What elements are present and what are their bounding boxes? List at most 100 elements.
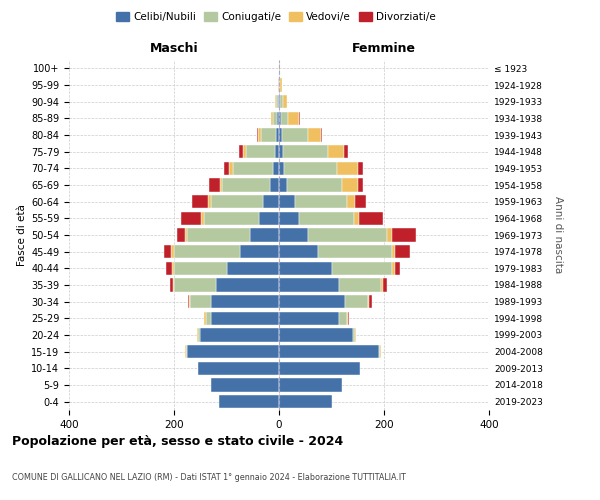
Bar bbox=[331, 262, 392, 275]
Bar bbox=[279, 378, 342, 392]
Bar bbox=[392, 262, 395, 275]
Bar bbox=[224, 162, 229, 175]
Bar bbox=[279, 395, 331, 408]
Text: Femmine: Femmine bbox=[352, 42, 416, 55]
Bar bbox=[368, 295, 370, 308]
Bar bbox=[382, 278, 383, 291]
Bar bbox=[279, 128, 281, 141]
Bar bbox=[280, 78, 281, 92]
Bar bbox=[283, 145, 328, 158]
Bar bbox=[218, 395, 279, 408]
Bar bbox=[344, 295, 368, 308]
Bar bbox=[211, 312, 279, 325]
Bar bbox=[340, 278, 382, 291]
Bar bbox=[344, 145, 348, 158]
Bar bbox=[269, 178, 279, 192]
Bar bbox=[208, 195, 211, 208]
Bar bbox=[193, 195, 208, 208]
Bar bbox=[279, 328, 353, 342]
Bar bbox=[185, 228, 187, 241]
Bar bbox=[250, 228, 279, 241]
Bar bbox=[308, 128, 321, 141]
Bar bbox=[279, 112, 281, 125]
Bar bbox=[347, 195, 355, 208]
Bar bbox=[284, 162, 337, 175]
Bar bbox=[295, 195, 347, 208]
Bar bbox=[358, 162, 363, 175]
Bar bbox=[355, 328, 356, 342]
Bar bbox=[174, 245, 239, 258]
Bar bbox=[275, 145, 279, 158]
Bar bbox=[233, 162, 272, 175]
Bar bbox=[279, 195, 295, 208]
Bar bbox=[287, 178, 342, 192]
Bar bbox=[188, 295, 190, 308]
Text: Popolazione per età, sesso e stato civile - 2024: Popolazione per età, sesso e stato civil… bbox=[12, 435, 343, 448]
Bar bbox=[353, 328, 355, 342]
Bar bbox=[279, 162, 284, 175]
Bar bbox=[166, 262, 172, 275]
Bar bbox=[279, 362, 361, 375]
Bar bbox=[216, 278, 279, 291]
Bar bbox=[299, 112, 300, 125]
Bar bbox=[202, 212, 204, 225]
Bar bbox=[358, 178, 363, 192]
Bar bbox=[380, 345, 382, 358]
Bar bbox=[395, 245, 410, 258]
Bar bbox=[257, 128, 258, 141]
Bar bbox=[239, 245, 279, 258]
Bar bbox=[354, 212, 359, 225]
Y-axis label: Fasce di età: Fasce di età bbox=[17, 204, 27, 266]
Bar bbox=[279, 95, 280, 108]
Bar bbox=[170, 278, 173, 291]
Bar bbox=[260, 128, 277, 141]
Bar bbox=[176, 228, 185, 241]
Bar bbox=[258, 128, 260, 141]
Bar bbox=[211, 378, 279, 392]
Bar bbox=[281, 112, 289, 125]
Bar bbox=[355, 195, 365, 208]
Bar bbox=[328, 145, 344, 158]
Bar bbox=[197, 328, 200, 342]
Bar bbox=[283, 95, 287, 108]
Bar bbox=[308, 228, 386, 241]
Bar bbox=[279, 312, 340, 325]
Bar bbox=[299, 212, 354, 225]
Bar bbox=[289, 112, 299, 125]
Bar bbox=[277, 95, 278, 108]
Bar bbox=[277, 128, 279, 141]
Bar bbox=[280, 95, 283, 108]
Bar bbox=[275, 95, 277, 108]
Bar bbox=[279, 78, 280, 92]
Bar bbox=[379, 345, 380, 358]
Bar bbox=[279, 262, 331, 275]
Bar bbox=[395, 262, 400, 275]
Bar bbox=[174, 278, 216, 291]
Bar bbox=[271, 112, 273, 125]
Bar bbox=[229, 162, 233, 175]
Bar bbox=[281, 128, 308, 141]
Bar bbox=[190, 295, 211, 308]
Bar bbox=[220, 178, 223, 192]
Bar bbox=[174, 262, 227, 275]
Legend: Celibi/Nubili, Coniugati/e, Vedovi/e, Divorziati/e: Celibi/Nubili, Coniugati/e, Vedovi/e, Di… bbox=[112, 8, 440, 26]
Bar bbox=[244, 145, 246, 158]
Bar bbox=[187, 228, 250, 241]
Bar bbox=[392, 245, 395, 258]
Bar bbox=[259, 212, 279, 225]
Bar bbox=[383, 278, 387, 291]
Bar bbox=[348, 312, 349, 325]
Bar bbox=[279, 245, 319, 258]
Bar bbox=[273, 112, 277, 125]
Bar bbox=[263, 195, 279, 208]
Bar bbox=[279, 145, 283, 158]
Bar bbox=[386, 228, 392, 241]
Bar bbox=[204, 212, 259, 225]
Bar bbox=[185, 345, 187, 358]
Bar bbox=[279, 178, 287, 192]
Y-axis label: Anni di nascita: Anni di nascita bbox=[553, 196, 563, 274]
Text: COMUNE DI GALLICANO NEL LAZIO (RM) - Dati ISTAT 1° gennaio 2024 - Elaborazione T: COMUNE DI GALLICANO NEL LAZIO (RM) - Dat… bbox=[12, 472, 406, 482]
Bar bbox=[209, 178, 220, 192]
Bar bbox=[227, 262, 279, 275]
Bar bbox=[278, 95, 279, 108]
